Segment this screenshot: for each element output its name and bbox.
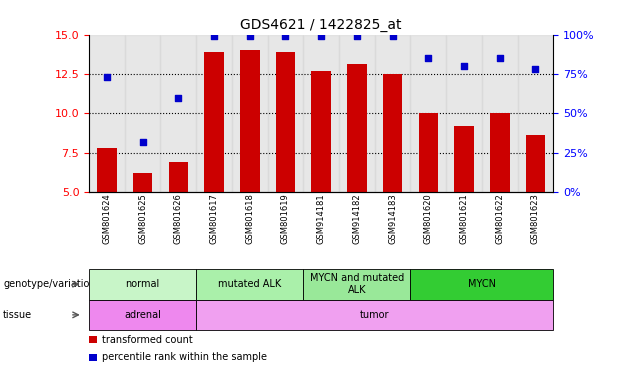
- Point: [173, 94, 183, 101]
- Point: [459, 63, 469, 69]
- Bar: [97, 148, 117, 192]
- Bar: [482, 35, 518, 192]
- Text: mutated ALK: mutated ALK: [218, 279, 281, 289]
- Bar: [454, 126, 474, 192]
- Point: [280, 33, 291, 39]
- Text: tissue: tissue: [3, 310, 32, 320]
- Point: [352, 33, 362, 39]
- Text: transformed count: transformed count: [102, 335, 193, 345]
- Bar: [240, 50, 259, 192]
- Text: percentile rank within the sample: percentile rank within the sample: [102, 352, 266, 362]
- Bar: [204, 52, 224, 192]
- Point: [316, 33, 326, 39]
- Text: normal: normal: [125, 279, 160, 289]
- Bar: [490, 113, 509, 192]
- Text: MYCN: MYCN: [468, 279, 496, 289]
- Bar: [410, 35, 446, 192]
- Bar: [268, 35, 303, 192]
- Bar: [133, 173, 153, 192]
- Point: [245, 33, 255, 39]
- Bar: [518, 35, 553, 192]
- Bar: [89, 35, 125, 192]
- Bar: [169, 162, 188, 192]
- Text: MYCN and mutated
ALK: MYCN and mutated ALK: [310, 273, 404, 295]
- Bar: [375, 35, 410, 192]
- Bar: [446, 35, 482, 192]
- Text: adrenal: adrenal: [124, 310, 161, 320]
- Bar: [160, 35, 196, 192]
- Text: genotype/variation: genotype/variation: [3, 279, 96, 289]
- Point: [530, 66, 541, 72]
- Point: [102, 74, 112, 80]
- Point: [495, 55, 505, 61]
- Bar: [125, 35, 160, 192]
- Bar: [312, 71, 331, 192]
- Bar: [525, 135, 545, 192]
- Bar: [303, 35, 339, 192]
- Text: tumor: tumor: [360, 310, 389, 320]
- Point: [209, 33, 219, 39]
- Bar: [418, 113, 438, 192]
- Bar: [275, 52, 295, 192]
- Bar: [347, 65, 367, 192]
- Point: [387, 33, 398, 39]
- Title: GDS4621 / 1422825_at: GDS4621 / 1422825_at: [240, 18, 402, 32]
- Bar: [232, 35, 268, 192]
- Point: [423, 55, 433, 61]
- Point: [137, 139, 148, 145]
- Bar: [196, 35, 232, 192]
- Bar: [383, 74, 403, 192]
- Bar: [339, 35, 375, 192]
